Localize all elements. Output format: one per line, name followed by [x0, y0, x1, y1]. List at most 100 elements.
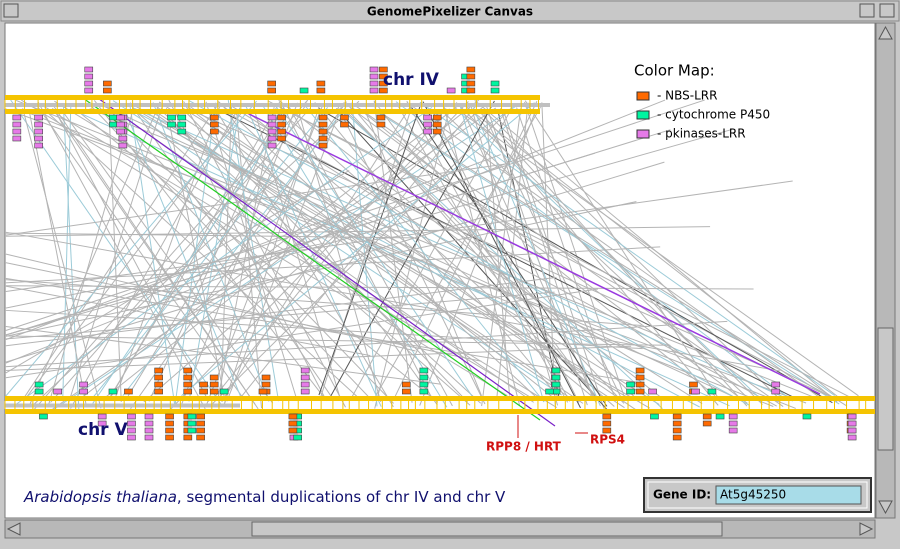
gene	[672, 434, 682, 441]
link-line	[53, 102, 521, 410]
link-line	[53, 106, 259, 410]
gene-id-input[interactable]	[715, 485, 862, 505]
gene	[318, 135, 328, 142]
gene	[626, 388, 635, 395]
link-line	[349, 106, 513, 401]
maximize-button[interactable]	[879, 3, 895, 18]
gene	[165, 434, 174, 441]
gene	[602, 427, 612, 434]
gene	[261, 381, 271, 388]
gene	[490, 87, 500, 94]
link-line	[15, 99, 796, 409]
legend-swatch	[636, 110, 650, 120]
scroll-up[interactable]	[878, 25, 893, 40]
gene	[183, 434, 193, 441]
link-line	[227, 99, 280, 402]
gene	[316, 80, 326, 87]
link-line	[360, 109, 716, 397]
link-line	[4, 335, 671, 346]
gene	[154, 374, 163, 381]
gene	[127, 413, 136, 420]
link-line	[212, 108, 512, 404]
gene	[277, 135, 286, 142]
link-line	[90, 104, 372, 400]
gene	[116, 121, 125, 128]
gene	[258, 388, 268, 395]
chromosome-bar	[5, 396, 875, 401]
link-line	[70, 110, 238, 409]
link-line	[4, 277, 642, 384]
gene	[79, 381, 88, 388]
gene	[34, 135, 43, 142]
link-line	[28, 109, 87, 407]
gene	[299, 87, 309, 94]
gene	[318, 128, 328, 135]
scroll-down[interactable]	[878, 500, 893, 515]
gene	[144, 420, 154, 427]
link-line	[60, 108, 274, 404]
gene	[118, 135, 128, 142]
gene	[267, 135, 277, 142]
link-line	[181, 102, 535, 396]
gene	[401, 388, 411, 395]
caption: Arabidopsis thaliana, segmental duplicat…	[23, 488, 506, 506]
link-line	[481, 109, 622, 399]
gene	[466, 87, 476, 94]
gene	[293, 434, 302, 441]
gene	[847, 427, 857, 434]
gene	[79, 388, 88, 395]
link-line	[481, 108, 522, 407]
link-line	[4, 99, 666, 364]
gene	[97, 413, 107, 420]
link-line	[22, 108, 102, 409]
gene	[318, 121, 328, 128]
horizontal-thumb[interactable]	[251, 521, 723, 537]
gene	[34, 388, 44, 395]
gene	[34, 381, 44, 388]
link-line	[29, 102, 161, 406]
link-line	[4, 242, 325, 309]
gene	[267, 87, 276, 94]
vertical-thumb[interactable]	[877, 327, 894, 451]
minimize-button[interactable]	[859, 3, 875, 18]
gene	[401, 381, 411, 388]
gene	[144, 434, 154, 441]
link-line	[485, 111, 511, 396]
gene-id-value: At5g45250	[720, 488, 786, 502]
gene	[318, 114, 328, 121]
gene	[183, 388, 193, 395]
link-line	[94, 95, 556, 427]
gene	[369, 66, 379, 73]
gene	[165, 420, 174, 427]
link-line	[351, 106, 596, 396]
link-line	[4, 226, 711, 237]
chromosome-bar	[5, 109, 540, 114]
scroll-left[interactable]	[6, 522, 21, 536]
annotation: RPS4	[590, 433, 625, 447]
gene	[847, 434, 857, 441]
scroll-right[interactable]	[859, 522, 874, 536]
link-line	[31, 100, 360, 407]
gene	[84, 66, 94, 73]
link-line	[4, 161, 665, 363]
link-line	[4, 288, 599, 379]
gene	[167, 121, 176, 128]
legend-swatch	[636, 129, 650, 139]
link-line	[113, 105, 221, 401]
link-line	[378, 110, 848, 407]
gene	[267, 142, 277, 149]
gene	[177, 128, 187, 135]
menu-button[interactable]	[3, 3, 19, 18]
link-line	[37, 101, 206, 410]
gene	[34, 114, 43, 121]
chromosome-label: chr IV	[383, 70, 440, 90]
link-line	[184, 110, 468, 403]
link-line	[188, 107, 241, 402]
link-line	[92, 108, 292, 404]
gene	[109, 114, 118, 121]
chromosome-center	[5, 103, 550, 107]
gene	[672, 427, 682, 434]
gene	[34, 128, 43, 135]
link-line	[318, 106, 421, 396]
gene	[707, 388, 717, 395]
